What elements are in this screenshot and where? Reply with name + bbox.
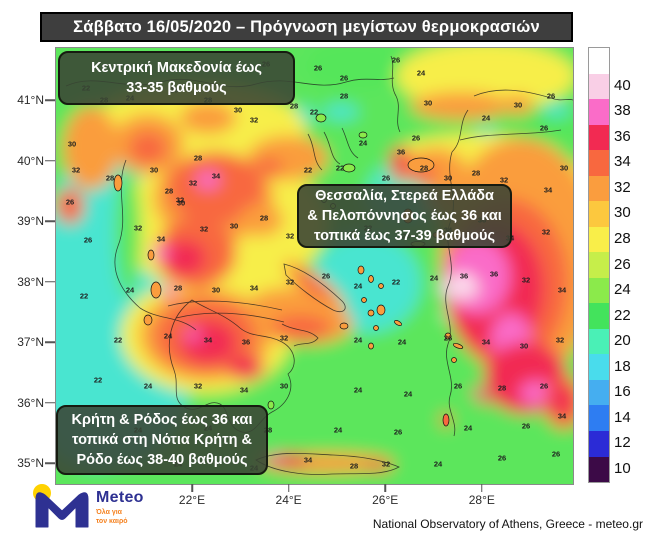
colorbar-swatch-32	[589, 175, 609, 202]
meteo-logo-icon	[33, 484, 89, 528]
lon-label: 24°E	[275, 493, 302, 507]
credit-text: National Observatory of Athens, Greece -…	[372, 517, 643, 531]
colorbar-swatch-24	[589, 277, 609, 304]
colorbar-label: 18	[614, 357, 631, 375]
colorbar-swatch-34	[589, 150, 609, 176]
lat-label: 39°N	[17, 214, 44, 228]
colorbar-label: 14	[614, 408, 631, 426]
meteo-logo: Meteo Όλα για τον καιρό	[32, 483, 172, 538]
annotation-line: Ρόδο έως 38-40 βαθμούς	[76, 452, 248, 469]
logo-brand: Meteo	[96, 489, 144, 506]
temperature-map: 2228242628303228262626262430302624262822…	[55, 47, 574, 485]
lat-tick	[45, 401, 55, 404]
annotation-line: 33-35 βαθμούς	[126, 80, 227, 96]
annotation-line: τοπικά στη Νότια Κρήτη &	[72, 431, 252, 448]
colorbar-swatch-38	[589, 99, 609, 125]
temperature-colorbar	[588, 47, 610, 483]
colorbar-label: 28	[614, 229, 631, 247]
lon-label: 28°E	[468, 493, 495, 507]
colorbar-swatch-10	[589, 456, 609, 483]
lon-label: 22°E	[178, 493, 206, 507]
colorbar-label: 26	[614, 255, 631, 273]
lat-label: 37°N	[17, 335, 44, 349]
colorbar-swatch-16	[589, 379, 609, 406]
annotation-box-2: Θεσσαλία, Στερεά Ελλάδα & Πελοπόννησος έω…	[297, 184, 512, 248]
colorbar-label: 36	[614, 127, 631, 145]
lat-tick	[45, 159, 55, 162]
colorbar-labels: 40 38 36 34 32 30 28 26 24 22 20 18 16 14 12 10	[614, 47, 650, 483]
colorbar-label: 24	[614, 281, 631, 299]
map-canvas	[56, 48, 573, 484]
colorbar-label: 34	[614, 153, 631, 171]
lat-tick	[45, 220, 55, 222]
lon-tick	[191, 484, 193, 492]
annotation-line: Κεντρική Μακεδονία έως	[91, 59, 262, 76]
colorbar-swatch-40	[589, 73, 609, 100]
colorbar-swatch-30	[589, 201, 609, 227]
lat-label: 40°N	[17, 153, 44, 168]
colorbar-swatch-36	[589, 124, 609, 151]
lat-tick	[45, 341, 55, 343]
logo-tagline: Όλα για τον καιρό	[96, 508, 128, 527]
colorbar-label: 16	[614, 383, 631, 401]
lon-tick	[287, 484, 290, 492]
colorbar-label: 12	[614, 434, 631, 452]
logo-m-icon	[35, 492, 89, 528]
colorbar-label: 22	[614, 306, 631, 324]
lat-label: 35°N	[17, 456, 44, 470]
lat-label: 41°N	[17, 93, 44, 107]
lat-tick	[45, 280, 55, 283]
lat-tick	[45, 99, 55, 101]
title-bar: Σάββατο 16/05/2020 – Πρόγνωση μεγίστων θ…	[40, 12, 573, 42]
lon-tick	[481, 484, 483, 492]
colorbar-swatch-28	[589, 226, 609, 253]
colorbar-label: 32	[614, 178, 631, 196]
colorbar-swatch-26	[589, 252, 609, 278]
lat-label: 38°N	[17, 274, 44, 289]
annotation-line: Θεσσαλία, Στερεά Ελλάδα	[315, 187, 494, 204]
annotation-line: τοπικά έως 37-39 βαθμούς	[314, 228, 495, 245]
colorbar-label: 30	[614, 204, 631, 222]
colorbar-swatch-22	[589, 303, 609, 329]
annotation-line: Κρήτη & Ρόδος έως 36 και	[71, 411, 253, 428]
colorbar-swatch-20	[589, 328, 609, 355]
lon-label: 26°E	[372, 493, 399, 507]
colorbar-swatch-18	[589, 354, 609, 380]
logo-tagline-line1: Όλα για	[96, 509, 122, 516]
lon-tick	[384, 484, 386, 492]
page-title: Σάββατο 16/05/2020 – Πρόγνωση μεγίστων θ…	[73, 17, 540, 36]
annotation-box-3: Κρήτη & Ρόδος έως 36 και τοπικά στη Νότια…	[56, 405, 268, 475]
colorbar-label: 38	[614, 102, 631, 120]
colorbar-swatch-14	[589, 405, 609, 431]
colorbar-label: 10	[614, 459, 631, 477]
annotation-box-1: Κεντρική Μακεδονία έως 33-35 βαθμούς	[58, 51, 295, 105]
colorbar-label: 20	[614, 332, 631, 350]
lat-label: 36°N	[17, 395, 44, 410]
lat-tick	[45, 462, 55, 464]
colorbar-swatch-max	[589, 48, 609, 74]
colorbar-label: 40	[614, 76, 631, 94]
logo-tagline-line2: τον καιρό	[96, 518, 128, 526]
annotation-line: & Πελοπόννησος έως 36 και	[307, 207, 502, 224]
colorbar-swatch-12	[589, 430, 609, 457]
